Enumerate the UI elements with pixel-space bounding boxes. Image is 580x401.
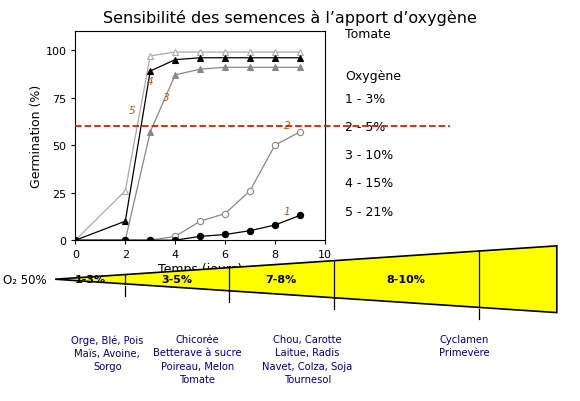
Text: 4 - 15%: 4 - 15%: [345, 177, 393, 190]
Text: 5 - 21%: 5 - 21%: [345, 205, 393, 218]
Polygon shape: [55, 246, 557, 313]
Text: Cyclamen
Primevère: Cyclamen Primevère: [438, 334, 490, 358]
Text: Tomate: Tomate: [345, 28, 390, 41]
X-axis label: Temps (jours): Temps (jours): [158, 262, 242, 275]
Text: 7-8%: 7-8%: [266, 275, 297, 284]
Text: 1 - 3%: 1 - 3%: [345, 93, 385, 105]
Text: Orge, Blé, Pois
Maïs, Avoine,
Sorgo: Orge, Blé, Pois Maïs, Avoine, Sorgo: [71, 334, 143, 371]
Text: 4: 4: [147, 77, 153, 87]
Text: 3-5%: 3-5%: [161, 275, 193, 284]
Text: Chicorée
Betterave à sucre
Poireau, Melon
Tomate: Chicorée Betterave à sucre Poireau, Melo…: [153, 334, 241, 384]
Text: Chou, Carotte
Laitue, Radis
Navet, Colza, Soja
Tournesol: Chou, Carotte Laitue, Radis Navet, Colza…: [262, 334, 353, 384]
Text: 8-10%: 8-10%: [386, 275, 426, 284]
Text: Sensibilité des semences à l’apport d’oxygène: Sensibilité des semences à l’apport d’ox…: [103, 10, 477, 26]
Text: 2: 2: [284, 121, 290, 131]
Y-axis label: Germination (%): Germination (%): [30, 85, 42, 188]
Text: Oxygène: Oxygène: [345, 70, 401, 83]
Text: 3: 3: [162, 92, 169, 102]
Text: O₂ 50%: O₂ 50%: [3, 273, 46, 286]
Text: 1: 1: [284, 206, 290, 216]
Text: 1-3%: 1-3%: [74, 275, 106, 284]
Text: 2 - 5%: 2 - 5%: [345, 121, 385, 134]
Text: 5: 5: [129, 105, 136, 115]
Text: 3 - 10%: 3 - 10%: [345, 149, 393, 162]
